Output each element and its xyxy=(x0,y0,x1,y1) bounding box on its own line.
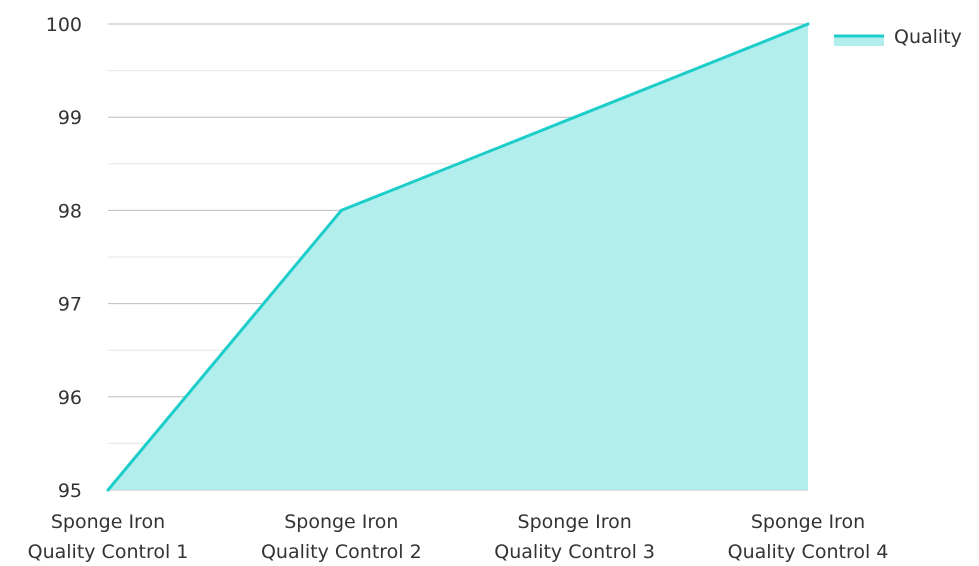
y-tick-label: 98 xyxy=(58,200,82,222)
series-line-quality xyxy=(106,22,810,492)
data-point xyxy=(339,208,343,212)
legend-swatch-fill xyxy=(834,36,884,46)
x-axis: Sponge Iron Quality Control 1 Sponge Iron Q… xyxy=(28,511,889,563)
x-tick-label: Sponge Iron Quality Control 4 xyxy=(728,511,889,563)
series-area-quality xyxy=(108,24,808,490)
y-tick-label: 97 xyxy=(58,294,82,316)
line-layer xyxy=(106,22,810,492)
area-layer xyxy=(108,24,808,490)
x-tick-label: Sponge Iron Quality Control 2 xyxy=(261,511,422,563)
x-tick-label: Sponge Iron Quality Control 3 xyxy=(494,511,655,563)
y-axis: 95 96 97 98 99 100 xyxy=(46,14,82,502)
legend[interactable]: Quality xyxy=(834,26,962,48)
legend-label: Quality xyxy=(894,26,962,48)
y-tick-label: 99 xyxy=(58,107,82,129)
y-tick-label: 100 xyxy=(46,14,82,36)
y-tick-label: 95 xyxy=(58,480,82,502)
x-tick-label: Sponge Iron Quality Control 1 xyxy=(28,511,189,563)
y-tick-label: 96 xyxy=(58,387,82,409)
data-point xyxy=(573,115,577,119)
data-point xyxy=(106,488,110,492)
data-point xyxy=(806,22,810,26)
